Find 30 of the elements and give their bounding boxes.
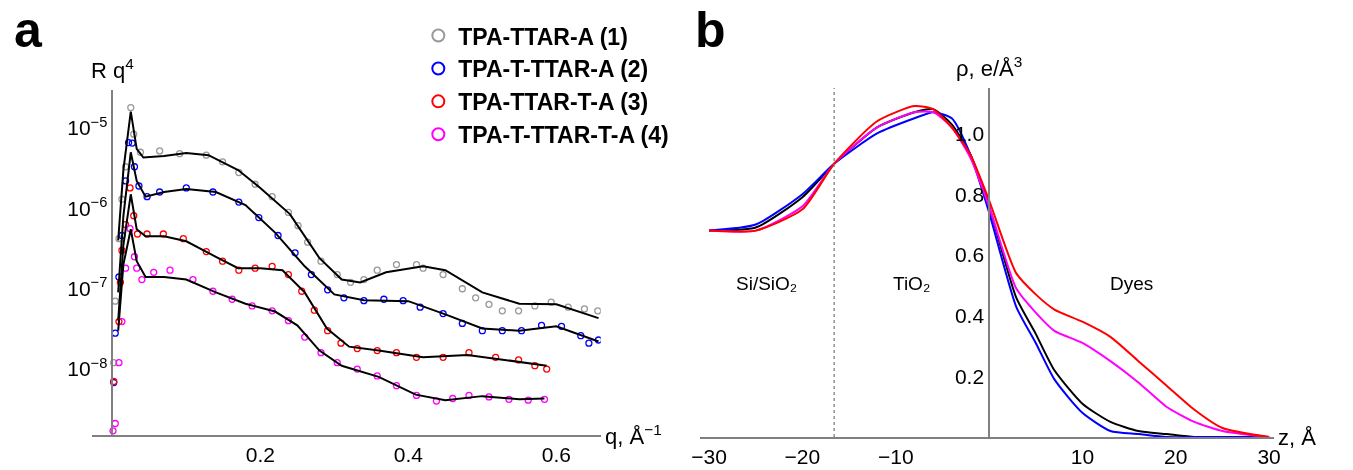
x-tick-label: −10 (877, 445, 914, 469)
y-tick-label: 0.2 (954, 364, 985, 388)
x-tick-label: 10 (1070, 445, 1095, 469)
annotation: TiO₂ (893, 273, 931, 294)
x-tick-label: 0.4 (393, 443, 424, 467)
y-tick-label: 0.4 (954, 303, 985, 327)
y-tick-label: 0.8 (954, 182, 985, 206)
legend-label: TPA-TTAR-T-A (3) (458, 89, 649, 116)
x-axis-title: z, Å (1278, 425, 1317, 450)
x-tick-label: 30 (1257, 445, 1281, 469)
x-tick-label: −20 (784, 445, 821, 469)
x-axis-title: q, Å$^{−1}$ (605, 421, 662, 450)
x-tick-label: 0.6 (541, 443, 571, 467)
y-tick-label: 10$^{−6}$ (67, 193, 108, 220)
y-axis-title: ρ, e/Å$^{3}$ (956, 53, 1023, 82)
annotation: Si/SiO₂ (736, 273, 798, 294)
x-tick-label: 0.2 (245, 443, 275, 467)
text: b (695, 2, 726, 58)
x-tick-label: 20 (1164, 445, 1188, 469)
y-tick-label: 10$^{−5}$ (67, 113, 108, 140)
y-tick-label: 0.6 (954, 243, 985, 267)
y-tick-label: 10$^{−8}$ (67, 354, 108, 381)
y-axis-title: R q$^{4}$ (91, 55, 135, 84)
legend-label: TPA-TTAR-A (1) (458, 23, 628, 50)
text: a (14, 2, 43, 58)
y-tick-label: 10$^{−7}$ (67, 274, 108, 301)
annotation: Dyes (1110, 273, 1154, 294)
legend-label: TPA-T-TTAR-A (2) (458, 56, 649, 83)
x-tick-label: −30 (691, 445, 727, 469)
legend-label: TPA-T-TTAR-T-A (4) (458, 122, 669, 149)
